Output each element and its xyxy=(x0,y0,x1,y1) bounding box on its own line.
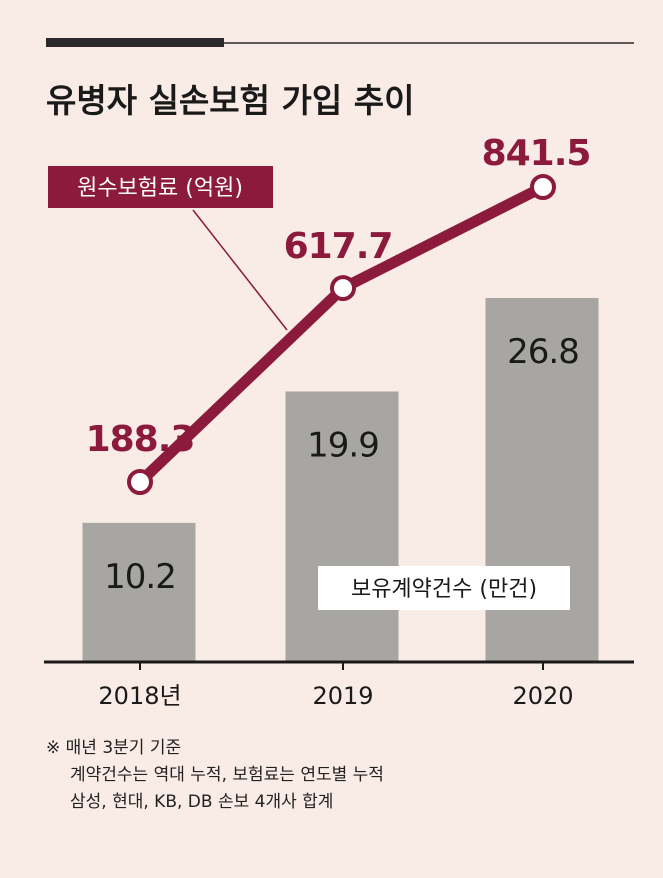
x-tick-label: 2018년 xyxy=(98,682,181,710)
note-insurers: 삼성, 현대, KB, DB 손보 4개사 합계 xyxy=(70,792,334,812)
header-bar xyxy=(46,38,224,47)
line-point xyxy=(127,469,153,495)
legend-bar-label: 보유계약건수 (만건) xyxy=(351,577,537,602)
x-ticks: 2018년 2019 2020 xyxy=(98,661,574,710)
line-point xyxy=(330,275,356,302)
legend-line-box xyxy=(48,166,273,208)
legend-line-leader xyxy=(192,209,288,331)
bar-value-label: 10.2 xyxy=(104,557,176,597)
line-value-label: 188.3 xyxy=(86,419,195,460)
note-basis: ※ 매년 3분기 기준 xyxy=(46,738,182,758)
x-tick-label: 2019 xyxy=(312,682,373,710)
bar xyxy=(285,391,399,661)
line-value-label: 841.5 xyxy=(482,133,591,174)
legend-bar-box xyxy=(318,566,570,610)
line-series: 188.3 617.7 841.5 xyxy=(86,133,591,495)
x-tick-label: 2020 xyxy=(512,682,573,710)
bar-value-label: 26.8 xyxy=(507,332,579,372)
bar-value-label: 19.9 xyxy=(307,425,379,465)
line-point xyxy=(530,174,556,200)
note-contracts: 계약건수는 역대 누적, 보험료는 연도별 누적 xyxy=(70,765,384,785)
legend-line-label: 원수보험료 (억원) xyxy=(77,176,243,201)
chart-title: 유병자 실손보험 가입 추이 xyxy=(46,81,414,120)
bar xyxy=(82,522,196,661)
line-value-label: 617.7 xyxy=(284,226,393,267)
